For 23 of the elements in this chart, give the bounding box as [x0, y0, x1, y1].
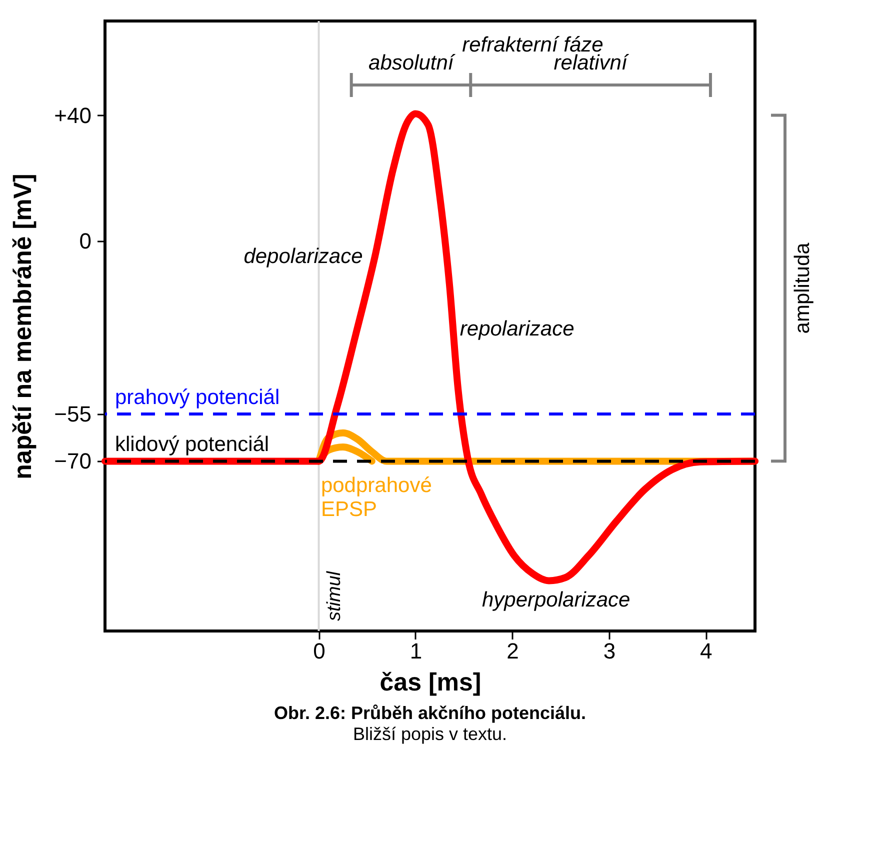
annotation: hyperpolarizace [482, 588, 630, 612]
text: Obr. 2.6: Průběh akčního potenciálu. [274, 703, 586, 723]
x-tick-label: 4 [700, 638, 712, 664]
ref-line-label: prahový potenciál [115, 386, 280, 410]
text: Bližší popis v textu. [352, 724, 508, 744]
x-tick-label: 2 [506, 638, 519, 664]
y-axis-title: napětí na membráně [mV] [9, 174, 38, 480]
annotation: absolutní [368, 52, 456, 75]
y-tick-label: −55 [54, 402, 92, 427]
y-tick-label: 0 [79, 228, 92, 254]
x-tick-label: 1 [410, 638, 422, 664]
ref-line-label: stimul [324, 570, 345, 621]
text: amplituda [791, 242, 814, 334]
annotation: depolarizace [244, 245, 363, 268]
annotation: relativní [554, 52, 630, 75]
x-axis-title: čas [ms] [380, 668, 482, 696]
series-label: podprahové EPSP [320, 474, 432, 522]
y-tick-label: +40 [54, 102, 92, 128]
y-tick-label: −70 [54, 448, 92, 474]
annotation: repolarizace [460, 318, 574, 341]
ref-line-label: klidový potenciál [115, 433, 270, 456]
x-tick-label: 3 [603, 638, 616, 664]
x-tick-label: 0 [313, 638, 326, 664]
